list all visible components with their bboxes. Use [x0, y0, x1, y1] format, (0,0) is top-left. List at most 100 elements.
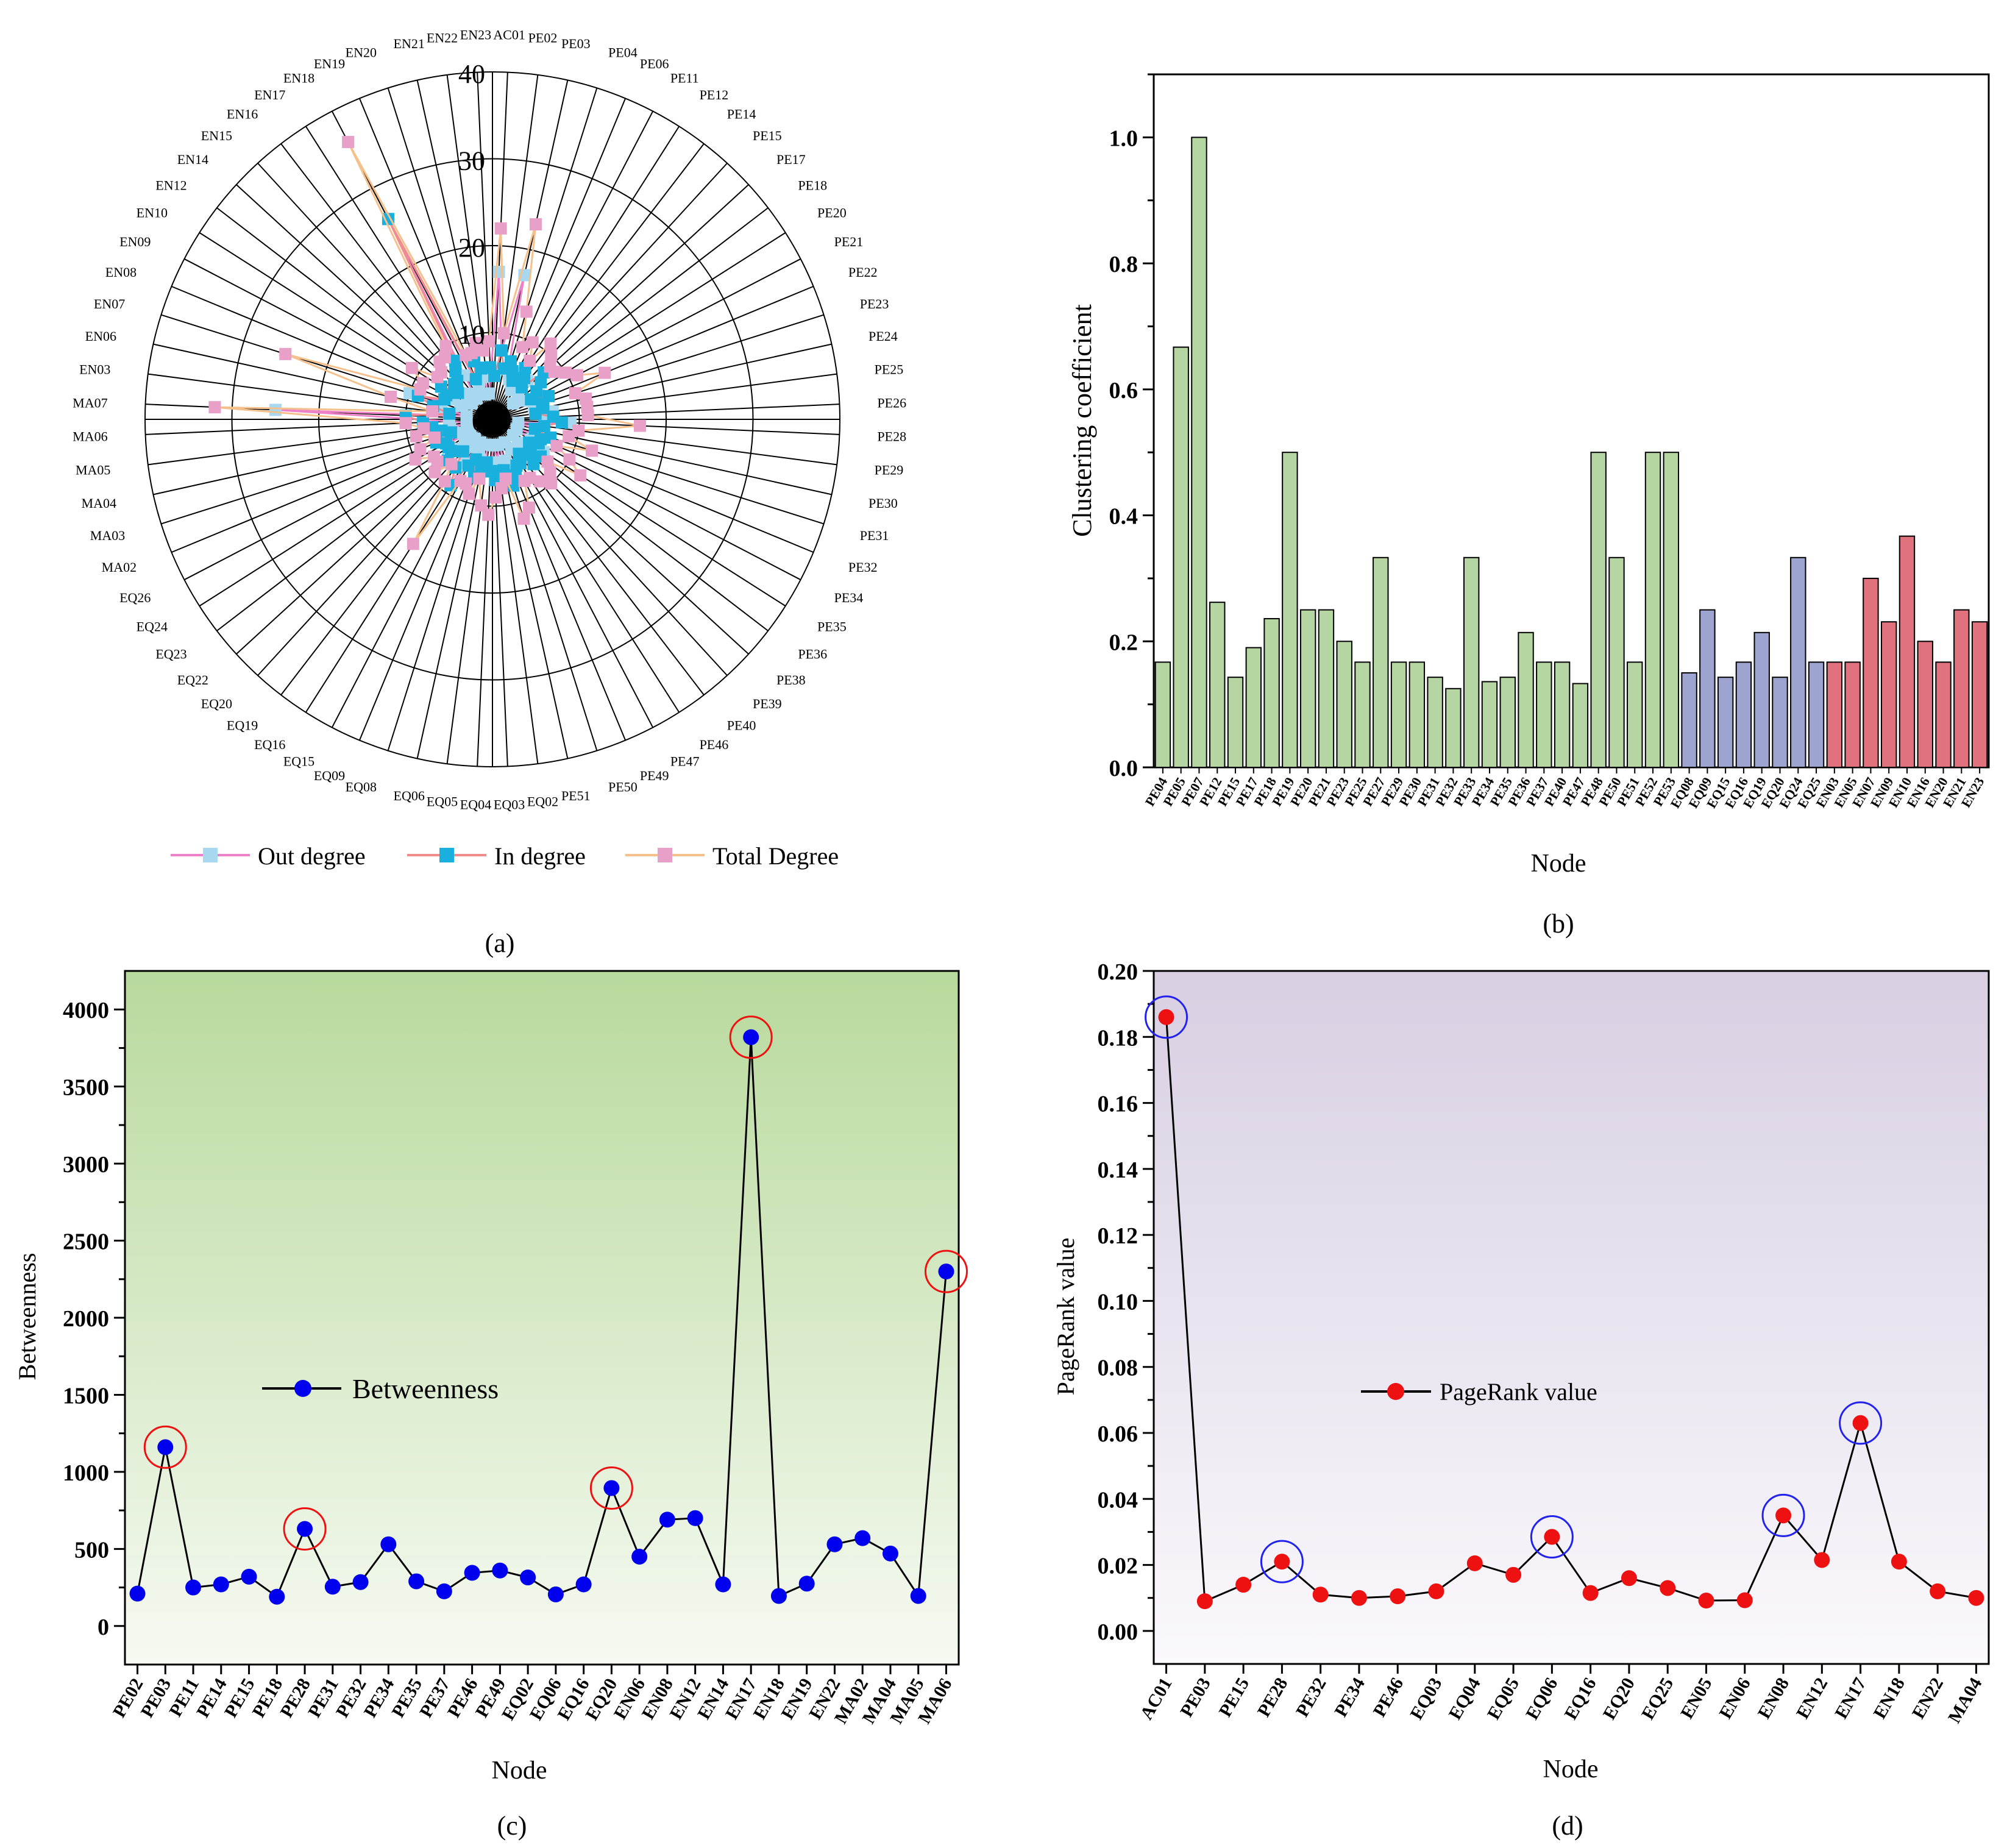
point-PE32: [352, 1574, 369, 1590]
point-PE11: [185, 1579, 202, 1596]
y-tick-label: 0.06: [1098, 1421, 1138, 1447]
radar-label-EN21: EN21: [394, 36, 425, 51]
radar-marker-PE29: [538, 420, 550, 433]
radar-label-MA03: MA03: [90, 528, 125, 543]
radar-marker-EQ02: [495, 482, 508, 495]
radar-marker-PE49: [522, 501, 535, 514]
radar-label-EN20: EN20: [346, 44, 377, 60]
radar-label-EN23: EN23: [460, 27, 491, 43]
y-axis-c: 0 500 1000 1500 2000 2500 3000 3500 4000: [63, 998, 125, 1640]
point-PE15: [1235, 1577, 1252, 1593]
radar-label-EN15: EN15: [201, 128, 232, 143]
y-axis-title-c: Betweenness: [13, 1253, 41, 1381]
legend-a-label-1: In degree: [494, 842, 586, 870]
y-tick-label: 0.12: [1098, 1223, 1138, 1249]
bars-b: [1154, 137, 1988, 769]
highlight-ring-MA06: [924, 1249, 968, 1293]
radar-spoke-PE02: [492, 74, 539, 420]
radar-label-EQ26: EQ26: [119, 590, 151, 605]
bar-EN10: [1899, 535, 1916, 768]
highlight-ring-EN17: [1839, 1401, 1883, 1445]
radar-label-EN07: EN07: [94, 296, 125, 311]
point-EN12: [687, 1510, 703, 1526]
legend-d-label: PageRank value: [1440, 1378, 1597, 1406]
legend-a-marker-0: [203, 848, 218, 862]
radar-marker-PE34: [532, 437, 545, 450]
bar-EQ09: [1699, 609, 1716, 768]
radar-label-PE34: PE34: [834, 590, 864, 605]
radar-marker-PE30: [528, 422, 541, 435]
caption-b: (b): [1543, 909, 1574, 939]
bar-EN05: [1844, 661, 1861, 768]
radar-label-PE29: PE29: [875, 462, 904, 477]
radar-tick-30: 30: [458, 146, 485, 176]
point-PE03: [1196, 1593, 1213, 1610]
radar-marker-EN17: [439, 339, 452, 352]
radar-label-PE02: PE02: [528, 30, 558, 45]
radar-label-PE46: PE46: [700, 737, 729, 752]
radar-marker-PE30: [563, 430, 575, 442]
radar-marker-EN16: [449, 364, 462, 377]
bar-PE48: [1590, 452, 1607, 768]
radar-label-EQ22: EQ22: [177, 672, 208, 688]
radar-label-EQ20: EQ20: [201, 696, 232, 711]
bar-PE19: [1282, 452, 1298, 768]
radar-marker-EQ06: [473, 472, 486, 485]
radar-label-EQ03: EQ03: [494, 797, 525, 812]
radar-label-MA04: MA04: [82, 496, 116, 511]
y-tick-label-b: 0.8: [1109, 252, 1138, 277]
y-tick-label: 0.14: [1098, 1157, 1138, 1183]
y-tick-label: 500: [74, 1537, 109, 1563]
point-EQ16: [1582, 1585, 1599, 1601]
point-EQ20: [1621, 1570, 1637, 1587]
bar-PE36: [1518, 631, 1534, 768]
y-tick-label-b: 1.0: [1109, 126, 1138, 151]
radar-tick-40: 40: [458, 59, 485, 89]
bar-PE35: [1499, 677, 1516, 768]
bar-PE34: [1481, 681, 1498, 768]
bar-PE27: [1373, 556, 1389, 768]
bar-PE25: [1354, 661, 1371, 768]
bar-EN09: [1880, 621, 1897, 768]
radar-label-PE15: PE15: [753, 128, 782, 143]
radar-marker-PE47: [510, 459, 523, 472]
radar-marker-PE23: [569, 387, 581, 400]
radar-label-PE12: PE12: [700, 87, 729, 102]
point-EN17: [743, 1029, 759, 1045]
panel-c-line-chart: 0 500 1000 1500 2000 2500 3000 3500 4000 PE02PE0…: [13, 970, 968, 1841]
panel-b-bar-chart: 0.0 0.2 0.4 0.6 0.8 1.0 PE04PE05PE07PE12PE15P…: [1067, 73, 1990, 939]
legend-a-marker-2: [658, 848, 672, 862]
highlight-ring-EN17: [729, 1015, 773, 1059]
radar-marker-EN15: [451, 374, 464, 387]
highlight-ring-PE28: [1260, 1540, 1304, 1583]
point-EN06: [1736, 1592, 1753, 1608]
radar-label-PE47: PE47: [670, 754, 700, 769]
x-tick-label-EQ05: EQ05: [1483, 1674, 1523, 1723]
radar-marker-EN18: [342, 135, 355, 148]
point-EN05: [1698, 1593, 1714, 1609]
radar-marker-MA05: [417, 422, 430, 435]
radar-marker-PE39: [545, 477, 558, 490]
radar-marker-EN18: [382, 213, 394, 226]
series-line-c: [129, 1015, 968, 1605]
caption-c: (c): [497, 1811, 527, 1841]
bar-EN07: [1863, 577, 1879, 769]
bar-PE30: [1408, 661, 1426, 768]
point-MA04: [882, 1545, 898, 1562]
series-polyline: [1165, 1017, 1977, 1603]
y-tick-label-b: 0.6: [1109, 378, 1138, 403]
bar-PE05: [1173, 346, 1189, 768]
y-tick-label: 0.02: [1098, 1554, 1138, 1579]
x-tick-labels-b: PE04PE05PE07PE12PE15PE17PE18PE19PE20PE21…: [1142, 767, 1987, 811]
radar-marker-PE12: [524, 354, 536, 367]
radar-label-EQ16: EQ16: [254, 737, 285, 752]
radar-series: [208, 135, 647, 550]
radar-marker-PE11: [526, 336, 539, 349]
radar-marker-EN09: [417, 377, 430, 389]
x-tick-label-EN06: EN06: [1715, 1674, 1754, 1722]
radar-marker-MA02: [414, 443, 427, 456]
radar-label-PE25: PE25: [875, 362, 904, 377]
point-EQ25: [1660, 1580, 1676, 1596]
